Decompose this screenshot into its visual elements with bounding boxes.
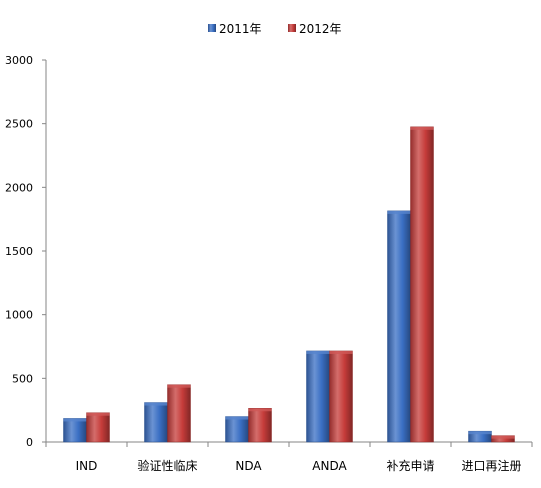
x-tick-label: 补充申请 [386, 458, 434, 473]
y-axis: 0 500 1000 1500 2000 2500 3000 [5, 54, 47, 449]
bar-cap [86, 412, 110, 416]
y-tick-label: 2500 [5, 118, 33, 131]
legend-label-0: 2011年 [219, 22, 262, 36]
bar-cap [248, 408, 272, 412]
bar-cap [329, 350, 353, 354]
bar-cap [410, 126, 434, 130]
bar-2011-2 [225, 416, 249, 443]
y-tick-label: 3000 [5, 54, 33, 67]
bar-cap [63, 418, 87, 422]
bar-2011-4 [387, 210, 411, 443]
bar-2011-3 [306, 350, 330, 443]
bar-2012-0 [86, 412, 110, 443]
bar-cap [144, 402, 168, 406]
x-tick-label: ANDA [312, 459, 347, 473]
bar-cap [225, 416, 249, 420]
y-tick-label: 500 [12, 372, 33, 385]
bar-cap [306, 350, 330, 354]
bar-2011-1 [144, 402, 168, 443]
bar-2012-3 [329, 350, 353, 443]
y-tick-label: 0 [26, 436, 33, 449]
bar-series [63, 126, 515, 443]
legend-swatch-0 [208, 24, 216, 32]
legend: 2011年 2012年 [208, 22, 342, 36]
x-axis: IND 验证性临床 NDA ANDA 补充申请 进口再注册 [45, 441, 533, 473]
y-tick-label: 2000 [5, 181, 33, 194]
x-tick-label: IND [76, 459, 98, 473]
bar-2012-2 [248, 408, 272, 443]
bar-2012-4 [410, 126, 434, 443]
bar-2012-1 [167, 384, 191, 443]
bar-cap [387, 210, 411, 214]
bar-cap [167, 384, 191, 388]
x-tick-label: 验证性临床 [137, 458, 197, 473]
legend-label-1: 2012年 [299, 22, 342, 36]
y-tick-label: 1500 [5, 245, 33, 258]
x-tick-label: NDA [235, 459, 262, 473]
legend-swatch-1 [288, 24, 296, 32]
bar-cap [468, 431, 492, 435]
bar-cap [491, 435, 515, 439]
y-tick-label: 1000 [5, 309, 33, 322]
bar-2011-0 [63, 418, 87, 443]
x-tick-label: 进口再注册 [461, 458, 521, 473]
